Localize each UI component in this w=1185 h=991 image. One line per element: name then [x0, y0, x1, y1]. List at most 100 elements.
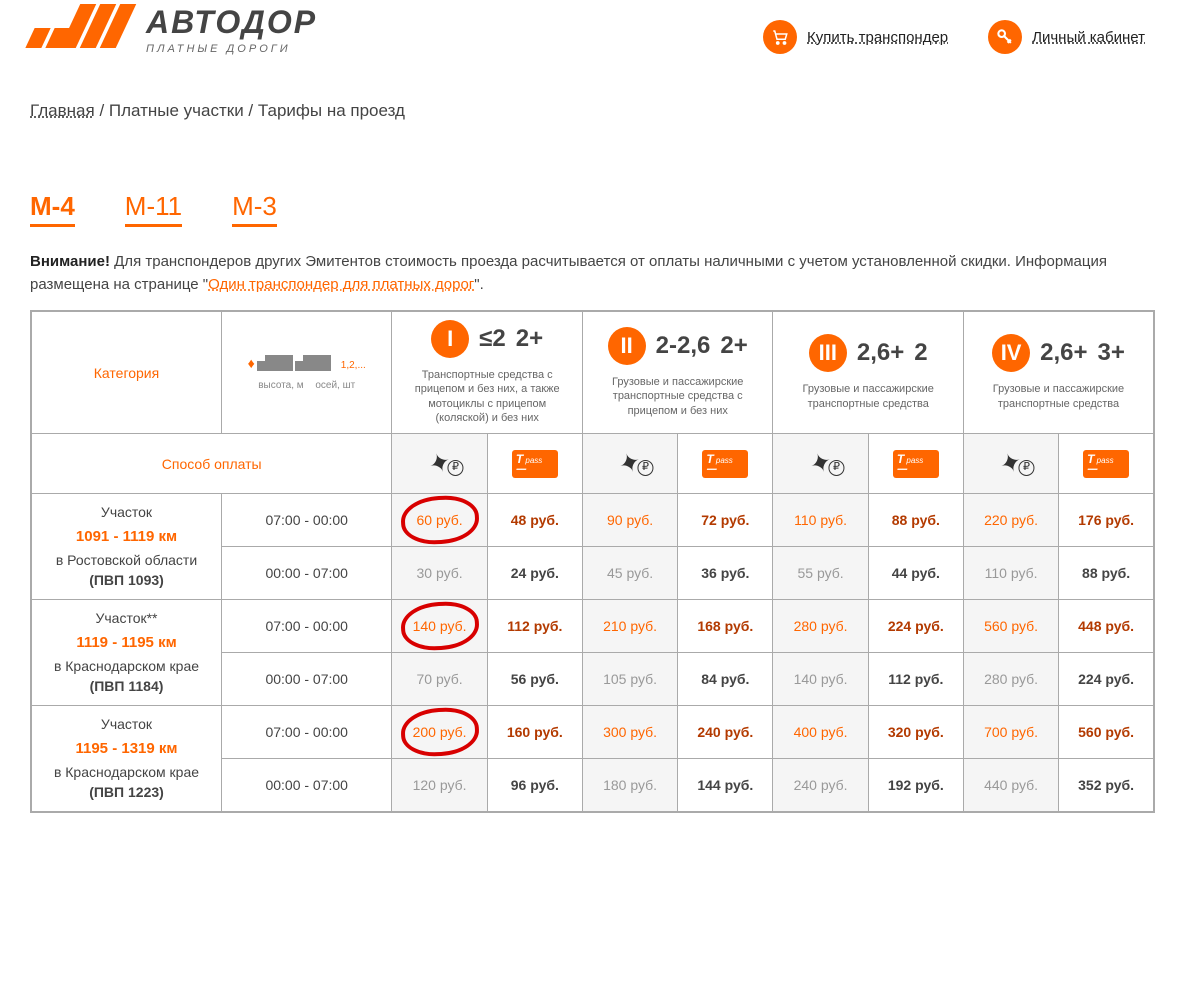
- roman-badge-icon: III: [809, 334, 847, 372]
- price-cash: 140 руб.: [773, 653, 868, 706]
- time-cell: 00:00 - 07:00: [222, 759, 392, 813]
- price-cash: 70 руб.: [392, 653, 487, 706]
- tab-m11[interactable]: М-11: [125, 191, 182, 227]
- price-pass: 44 руб.: [868, 547, 963, 600]
- buy-transponder-link[interactable]: Купить транспондер: [763, 20, 948, 54]
- brand-subtitle: ПЛАТНЫЕ ДОРОГИ: [146, 43, 317, 55]
- time-cell: 07:00 - 00:00: [222, 494, 392, 547]
- section-cell: Участок**1119 - 1195 кмв Краснодарском к…: [31, 600, 222, 706]
- price-pass: 84 руб.: [678, 653, 773, 706]
- tariff-table: Категория♦1,2,...высота, м осей, штI≤22+…: [30, 310, 1155, 813]
- time-cell: 07:00 - 00:00: [222, 706, 392, 759]
- tpass-icon: T pass━━: [678, 434, 773, 494]
- price-cash: 210 руб.: [582, 600, 677, 653]
- price-pass: 112 руб.: [868, 653, 963, 706]
- price-cash: 45 руб.: [582, 547, 677, 600]
- price-cash: 280 руб.: [773, 600, 868, 653]
- cart-icon: [763, 20, 797, 54]
- tab-m4[interactable]: М-4: [30, 191, 75, 227]
- category-head-2: II2-2,62+Грузовые и пассажирские транспо…: [582, 311, 773, 434]
- roman-badge-icon: I: [431, 320, 469, 358]
- payment-method-label: Способ оплаты: [31, 434, 392, 494]
- price-pass: 96 руб.: [487, 759, 582, 813]
- tpass-icon: T pass━━: [1059, 434, 1154, 494]
- price-pass: 24 руб.: [487, 547, 582, 600]
- price-pass: 48 руб.: [487, 494, 582, 547]
- price-pass: 112 руб.: [487, 600, 582, 653]
- price-pass: 88 руб.: [1059, 547, 1154, 600]
- section-cell: Участок1195 - 1319 кмв Краснодарском кра…: [31, 706, 222, 813]
- price-cash: 90 руб.: [582, 494, 677, 547]
- price-cash: 105 руб.: [582, 653, 677, 706]
- price-cash: 110 руб.: [773, 494, 868, 547]
- price-cash: 240 руб.: [773, 759, 868, 813]
- price-cash: 200 руб.: [392, 706, 487, 759]
- price-cash: 110 руб.: [963, 547, 1058, 600]
- tab-m3[interactable]: М-3: [232, 191, 277, 227]
- category-label: Категория: [31, 311, 222, 434]
- cabinet-label: Личный кабинет: [1032, 29, 1145, 46]
- price-cash: 700 руб.: [963, 706, 1058, 759]
- price-pass: 192 руб.: [868, 759, 963, 813]
- price-cash: 220 руб.: [963, 494, 1058, 547]
- breadcrumb-home[interactable]: Главная: [30, 101, 95, 120]
- price-pass: 160 руб.: [487, 706, 582, 759]
- time-cell: 07:00 - 00:00: [222, 600, 392, 653]
- price-pass: 224 руб.: [1059, 653, 1154, 706]
- breadcrumb: Главная / Платные участки / Тарифы на пр…: [30, 101, 1155, 121]
- time-cell: 00:00 - 07:00: [222, 547, 392, 600]
- notice-part2: ".: [474, 276, 484, 293]
- price-pass: 352 руб.: [1059, 759, 1154, 813]
- price-cash: 120 руб.: [392, 759, 487, 813]
- notice-bold: Внимание!: [30, 253, 110, 270]
- price-pass: 36 руб.: [678, 547, 773, 600]
- legend-cell: ♦1,2,...высота, м осей, шт: [222, 311, 392, 434]
- price-pass: 320 руб.: [868, 706, 963, 759]
- cash-icon: ✦: [773, 434, 868, 494]
- price-pass: 176 руб.: [1059, 494, 1154, 547]
- buy-transponder-label: Купить транспондер: [807, 29, 948, 46]
- price-cash: 180 руб.: [582, 759, 677, 813]
- price-pass: 224 руб.: [868, 600, 963, 653]
- roman-badge-icon: II: [608, 327, 646, 365]
- page-header: АВТОДОР ПЛАТНЫЕ ДОРОГИ Купить транспонде…: [30, 0, 1155, 55]
- price-cash: 440 руб.: [963, 759, 1058, 813]
- breadcrumb-rest: / Платные участки / Тарифы на проезд: [95, 101, 405, 120]
- price-pass: 56 руб.: [487, 653, 582, 706]
- price-cash: 280 руб.: [963, 653, 1058, 706]
- price-pass: 72 руб.: [678, 494, 773, 547]
- cash-icon: ✦: [582, 434, 677, 494]
- category-head-3: III2,6+2Грузовые и пассажирские транспор…: [773, 311, 964, 434]
- price-cash: 300 руб.: [582, 706, 677, 759]
- price-cash: 560 руб.: [963, 600, 1058, 653]
- tpass-icon: T pass━━: [487, 434, 582, 494]
- brand-title: АВТОДОР: [146, 4, 317, 41]
- price-pass: 560 руб.: [1059, 706, 1154, 759]
- category-head-4: IV2,6+3+Грузовые и пассажирские транспор…: [963, 311, 1154, 434]
- price-pass: 168 руб.: [678, 600, 773, 653]
- category-head-1: I≤22+Транспортные средства с прицепом и …: [392, 311, 583, 434]
- price-cash: 55 руб.: [773, 547, 868, 600]
- highway-tabs: М-4 М-11 М-3: [30, 191, 1155, 227]
- notice-link[interactable]: Один транспондер для платных дорог: [208, 276, 474, 293]
- time-cell: 00:00 - 07:00: [222, 653, 392, 706]
- cash-icon: ✦: [392, 434, 487, 494]
- tpass-icon: T pass━━: [868, 434, 963, 494]
- cash-icon: ✦: [963, 434, 1058, 494]
- key-icon: [988, 20, 1022, 54]
- price-pass: 448 руб.: [1059, 600, 1154, 653]
- notice-text: Внимание! Для транспондеров других Эмите…: [30, 251, 1155, 296]
- price-cash: 30 руб.: [392, 547, 487, 600]
- logo[interactable]: АВТОДОР ПЛАТНЫЕ ДОРОГИ: [30, 4, 317, 55]
- logo-stripes-icon: [30, 4, 130, 48]
- price-cash: 140 руб.: [392, 600, 487, 653]
- price-pass: 144 руб.: [678, 759, 773, 813]
- roman-badge-icon: IV: [992, 334, 1030, 372]
- price-pass: 88 руб.: [868, 494, 963, 547]
- notice-part1: Для транспондеров других Эмитентов стоим…: [30, 253, 1107, 293]
- price-pass: 240 руб.: [678, 706, 773, 759]
- price-cash: 60 руб.: [392, 494, 487, 547]
- section-cell: Участок1091 - 1119 кмв Ростовской област…: [31, 494, 222, 600]
- price-cash: 400 руб.: [773, 706, 868, 759]
- cabinet-link[interactable]: Личный кабинет: [988, 20, 1145, 54]
